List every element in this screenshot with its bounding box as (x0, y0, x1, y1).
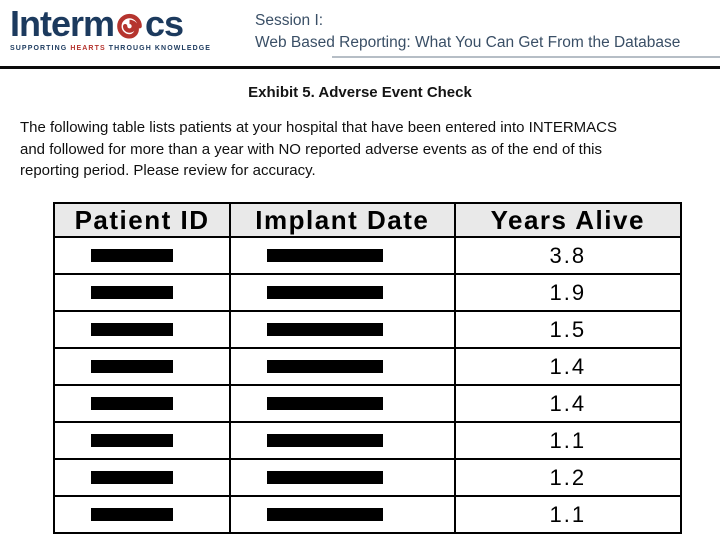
implant-date-cell (229, 384, 456, 423)
implant-date-cell (229, 495, 456, 534)
redaction-bar (91, 471, 173, 484)
table-row: 1.4 (52, 347, 683, 386)
years-alive-cell: 1.2 (453, 458, 683, 497)
patient-id-cell (52, 384, 232, 423)
table-row: 1.1 (52, 421, 683, 460)
redaction-bar (267, 360, 384, 373)
adverse-event-table: Patient ID Implant Date Years Alive 3.8 … (52, 202, 683, 534)
redaction-bar (91, 249, 173, 262)
column-header-patient-id: Patient ID (52, 202, 232, 238)
slide-header: Session I: Web Based Reporting: What You… (255, 10, 680, 54)
redaction-bar (91, 434, 173, 447)
years-alive-cell: 1.9 (453, 273, 683, 312)
years-alive-cell: 1.4 (453, 347, 683, 386)
implant-date-cell (229, 273, 456, 312)
table-row: 1.4 (52, 384, 683, 423)
implant-date-cell (229, 310, 456, 349)
implant-date-cell (229, 458, 456, 497)
patient-id-cell (52, 273, 232, 312)
intermacs-wordmark: Interm cs (10, 6, 210, 42)
table-header-row: Patient ID Implant Date Years Alive (52, 202, 683, 238)
intermacs-swirl-icon (117, 13, 142, 39)
patient-id-cell (52, 310, 232, 349)
logo-tagline: SUPPORTING HEARTS THROUGH KNOWLEDGE (10, 45, 210, 52)
subtitle-line: Web Based Reporting: What You Can Get Fr… (255, 34, 681, 51)
years-alive-cell: 1.4 (453, 384, 683, 423)
wordmark-pre: Interm (10, 3, 115, 44)
implant-date-cell (229, 347, 456, 386)
redaction-bar (267, 323, 384, 336)
tagline-post: THROUGH KNOWLEDGE (105, 45, 212, 52)
redaction-bar (91, 360, 173, 373)
years-alive-cell: 1.1 (453, 421, 683, 460)
patient-id-cell (52, 421, 232, 460)
header-divider-rule (0, 66, 720, 69)
redaction-bar (267, 471, 384, 484)
redaction-bar (267, 286, 384, 299)
table-row: 1.1 (52, 495, 683, 534)
header-underline (332, 56, 720, 58)
table-row: 1.9 (52, 273, 683, 312)
redaction-bar (91, 397, 173, 410)
body-line: The following table lists patients at yo… (20, 119, 617, 136)
redaction-bar (91, 323, 173, 336)
patient-id-cell (52, 236, 232, 275)
table-row: 3.8 (52, 236, 683, 275)
redaction-bar (267, 508, 384, 521)
redaction-bar (267, 249, 384, 262)
tagline-accent: HEARTS (70, 45, 106, 52)
adverse-event-table-wrap: Patient ID Implant Date Years Alive 3.8 … (52, 202, 683, 534)
years-alive-cell: 3.8 (453, 236, 683, 275)
table-row: 1.2 (52, 458, 683, 497)
implant-date-cell (229, 236, 456, 275)
redaction-bar (267, 434, 384, 447)
page-title: Exhibit 5. Adverse Event Check (248, 84, 472, 101)
tagline-pre: SUPPORTING (10, 45, 71, 52)
years-alive-cell: 1.1 (453, 495, 683, 534)
session-line: Session I: (255, 12, 324, 29)
redaction-bar (91, 286, 173, 299)
patient-id-cell (52, 347, 232, 386)
body-line: and followed for more than a year with N… (20, 140, 602, 158)
implant-date-cell (229, 421, 456, 460)
wordmark-post: cs (145, 3, 184, 44)
body-line: reporting period. Please review for accu… (20, 162, 316, 179)
intermacs-logo: Interm cs SUPPORTING HEARTS THROUGH KNOW… (10, 6, 210, 53)
years-alive-cell: 1.5 (453, 310, 683, 349)
body-paragraph: The following table lists patients at yo… (20, 117, 706, 182)
redaction-bar (91, 508, 173, 521)
patient-id-cell (52, 495, 232, 534)
column-header-years-alive: Years Alive (453, 202, 683, 238)
table-row: 1.5 (52, 310, 683, 349)
redaction-bar (267, 397, 384, 410)
patient-id-cell (52, 458, 232, 497)
column-header-implant-date: Implant Date (229, 202, 456, 238)
